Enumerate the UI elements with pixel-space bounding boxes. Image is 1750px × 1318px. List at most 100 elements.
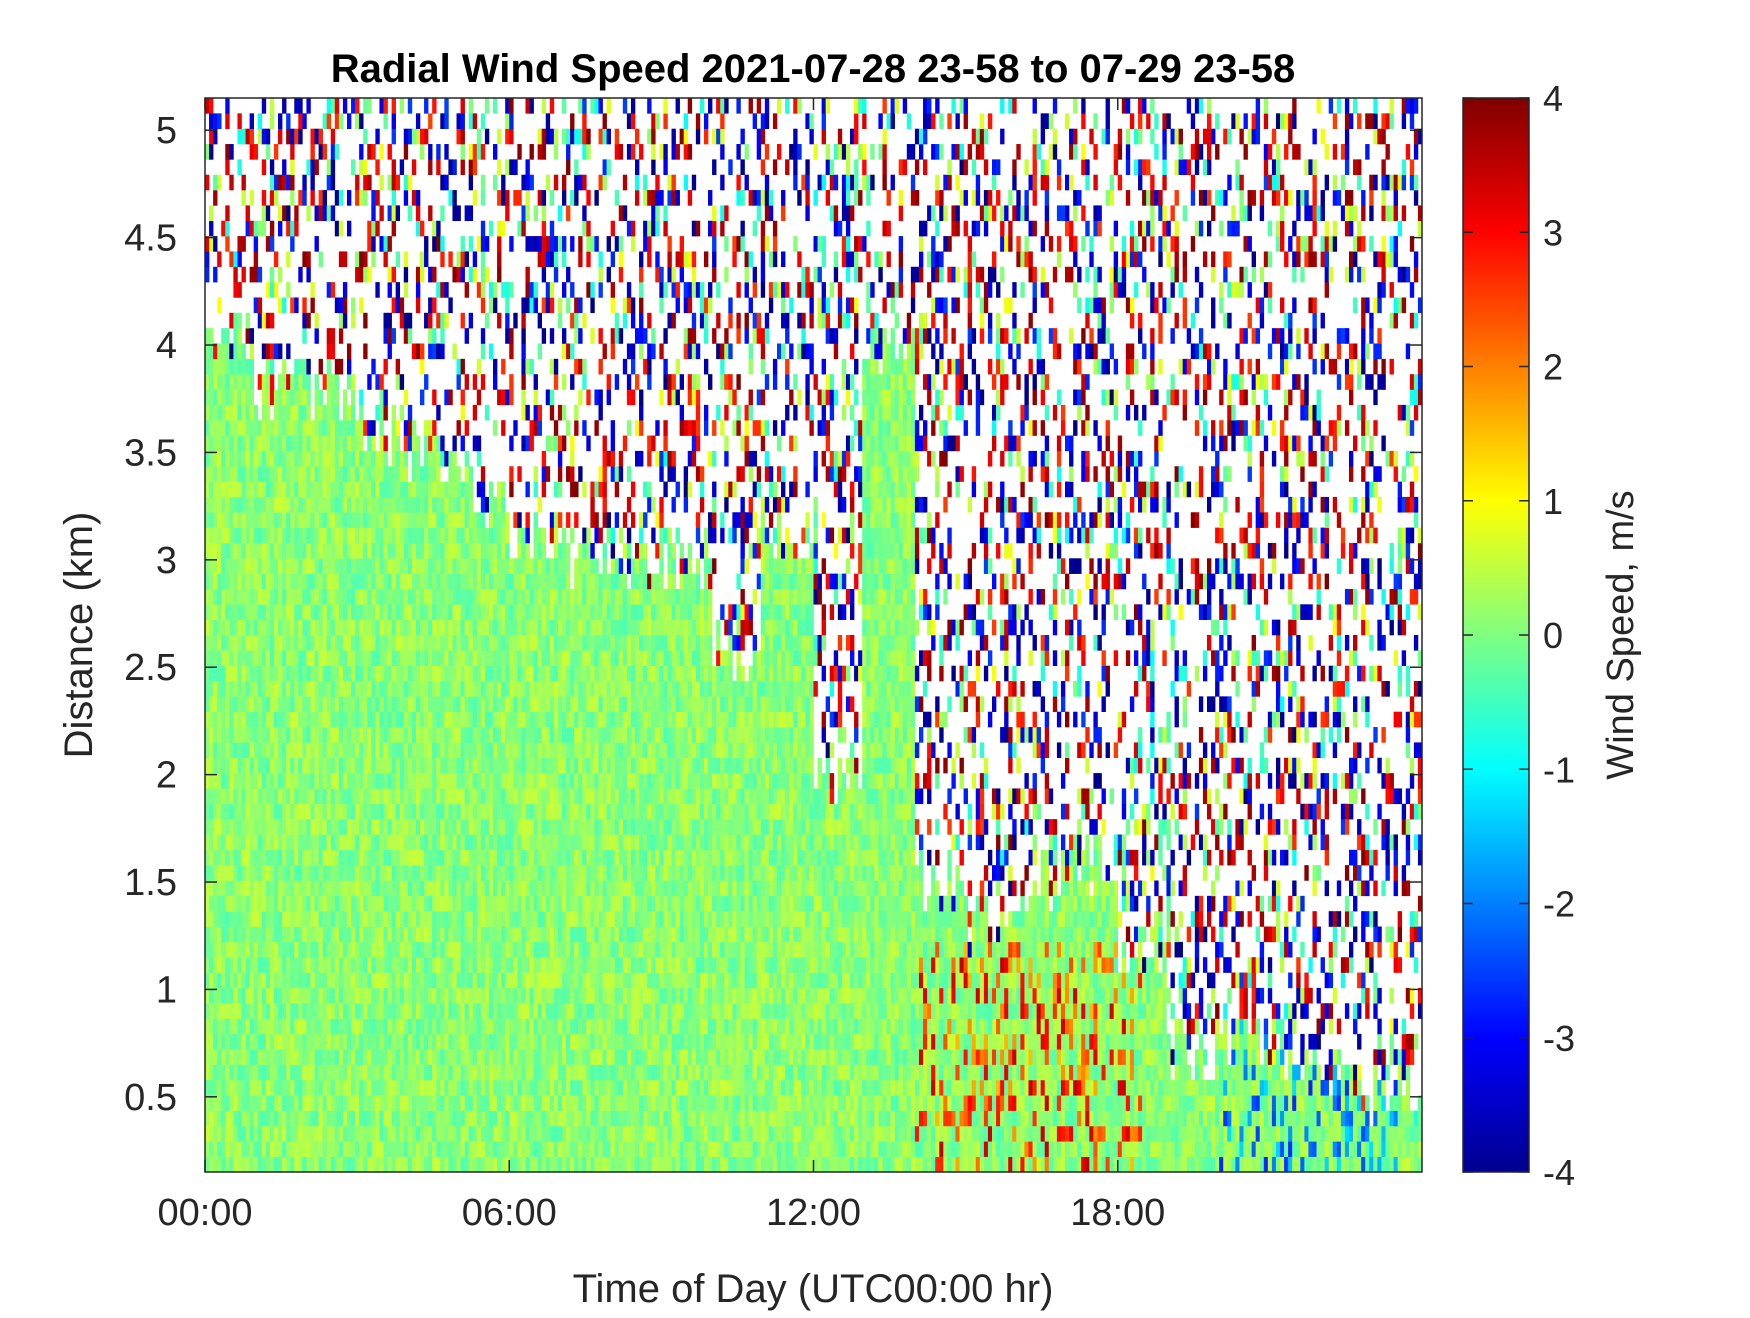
heatmap-cell xyxy=(521,834,526,851)
heatmap-cell xyxy=(541,1049,547,1065)
heatmap-cell xyxy=(318,251,323,268)
heatmap-cell xyxy=(420,588,425,605)
heatmap-cell xyxy=(456,1079,461,1096)
heatmap-cell xyxy=(229,650,234,666)
heatmap-cell xyxy=(318,1079,323,1096)
heatmap-cell xyxy=(253,681,259,697)
heatmap-cell xyxy=(557,450,563,467)
heatmap-cell xyxy=(225,865,230,881)
heatmap-cell xyxy=(436,650,441,666)
heatmap-cell xyxy=(484,696,490,713)
heatmap-cell xyxy=(217,343,222,360)
heatmap-cell xyxy=(505,635,510,651)
heatmap-cell xyxy=(395,251,401,268)
heatmap-cell xyxy=(318,1003,323,1019)
heatmap-cell xyxy=(334,788,340,805)
heatmap-cell xyxy=(399,788,405,805)
heatmap-cell xyxy=(541,588,547,605)
heatmap-cell xyxy=(545,911,551,927)
heatmap-cell xyxy=(521,1110,526,1127)
heatmap-cell xyxy=(249,328,254,344)
heatmap-cell xyxy=(217,420,222,436)
heatmap-cell xyxy=(282,297,287,314)
heatmap-cell xyxy=(464,1141,469,1157)
heatmap-cell xyxy=(497,573,502,590)
heatmap-cell xyxy=(509,1079,514,1096)
heatmap-cell xyxy=(237,1018,242,1035)
heatmap-cell xyxy=(379,144,384,160)
heatmap-cell xyxy=(545,834,551,851)
heatmap-cell xyxy=(371,650,376,666)
heatmap-cell xyxy=(245,358,250,375)
heatmap-cell xyxy=(237,604,242,620)
heatmap-cell xyxy=(290,420,295,436)
heatmap-cell xyxy=(290,757,295,774)
heatmap-cell xyxy=(456,972,461,989)
heatmap-cell xyxy=(456,358,461,375)
heatmap-cell xyxy=(436,803,441,820)
heatmap-cell xyxy=(472,711,478,728)
heatmap-cell xyxy=(229,1095,234,1111)
heatmap-cell xyxy=(549,1033,555,1050)
heatmap-cell xyxy=(359,788,364,805)
heatmap-cell xyxy=(253,665,259,682)
heatmap-cell xyxy=(351,911,356,927)
heatmap-cell xyxy=(407,681,413,697)
heatmap-cell xyxy=(363,1141,368,1157)
heatmap-cell xyxy=(448,1141,453,1157)
heatmap-cell xyxy=(278,650,283,666)
heatmap-cell xyxy=(383,788,388,805)
heatmap-cell xyxy=(456,128,461,145)
heatmap-cell xyxy=(460,957,465,973)
heatmap-cell xyxy=(525,834,530,851)
heatmap-cell xyxy=(424,819,429,835)
heatmap-cell xyxy=(363,957,368,973)
heatmap-cell xyxy=(359,144,364,160)
heatmap-cell xyxy=(391,527,396,544)
heatmap-cell xyxy=(537,1018,543,1035)
heatmap-cell xyxy=(375,542,380,559)
heatmap-cell xyxy=(399,1033,405,1050)
heatmap-cell xyxy=(383,895,388,912)
heatmap-cell xyxy=(420,220,425,237)
heatmap-cell xyxy=(310,773,315,789)
heatmap-cell xyxy=(306,159,311,176)
heatmap-cell xyxy=(460,619,465,636)
heatmap-cell xyxy=(342,588,348,605)
heatmap-cell xyxy=(525,819,530,835)
heatmap-cell xyxy=(290,880,295,897)
heatmap-cell xyxy=(432,849,437,866)
heatmap-cell xyxy=(326,972,332,989)
heatmap-cell xyxy=(269,1003,275,1019)
heatmap-cell xyxy=(383,389,388,406)
heatmap-cell xyxy=(269,803,275,820)
heatmap-cell xyxy=(379,880,384,897)
heatmap-cell xyxy=(497,880,502,897)
heatmap-cell xyxy=(561,681,567,697)
heatmap-cell xyxy=(484,1141,490,1157)
heatmap-cell xyxy=(205,1064,210,1081)
heatmap-cell xyxy=(269,527,275,544)
heatmap-cell xyxy=(338,1018,344,1035)
heatmap-cell xyxy=(497,604,502,620)
heatmap-cell xyxy=(557,849,563,866)
heatmap-cell xyxy=(537,1156,543,1173)
heatmap-cell xyxy=(525,911,530,927)
heatmap-cell xyxy=(363,727,368,743)
heatmap-cell xyxy=(233,573,238,590)
heatmap-cell xyxy=(249,895,254,912)
heatmap-cell xyxy=(363,1156,368,1173)
heatmap-cell xyxy=(420,573,425,590)
heatmap-cell xyxy=(241,374,246,390)
heatmap-cell xyxy=(265,757,271,774)
heatmap-cell xyxy=(351,957,356,973)
heatmap-cell xyxy=(436,481,441,498)
heatmap-cell xyxy=(488,527,494,544)
heatmap-cell xyxy=(209,911,214,927)
heatmap-cell xyxy=(334,481,340,498)
heatmap-cell xyxy=(286,957,291,973)
heatmap-cell xyxy=(440,604,445,620)
heatmap-cell xyxy=(541,757,547,774)
heatmap-cell xyxy=(476,742,482,759)
heatmap-cell xyxy=(525,773,530,789)
